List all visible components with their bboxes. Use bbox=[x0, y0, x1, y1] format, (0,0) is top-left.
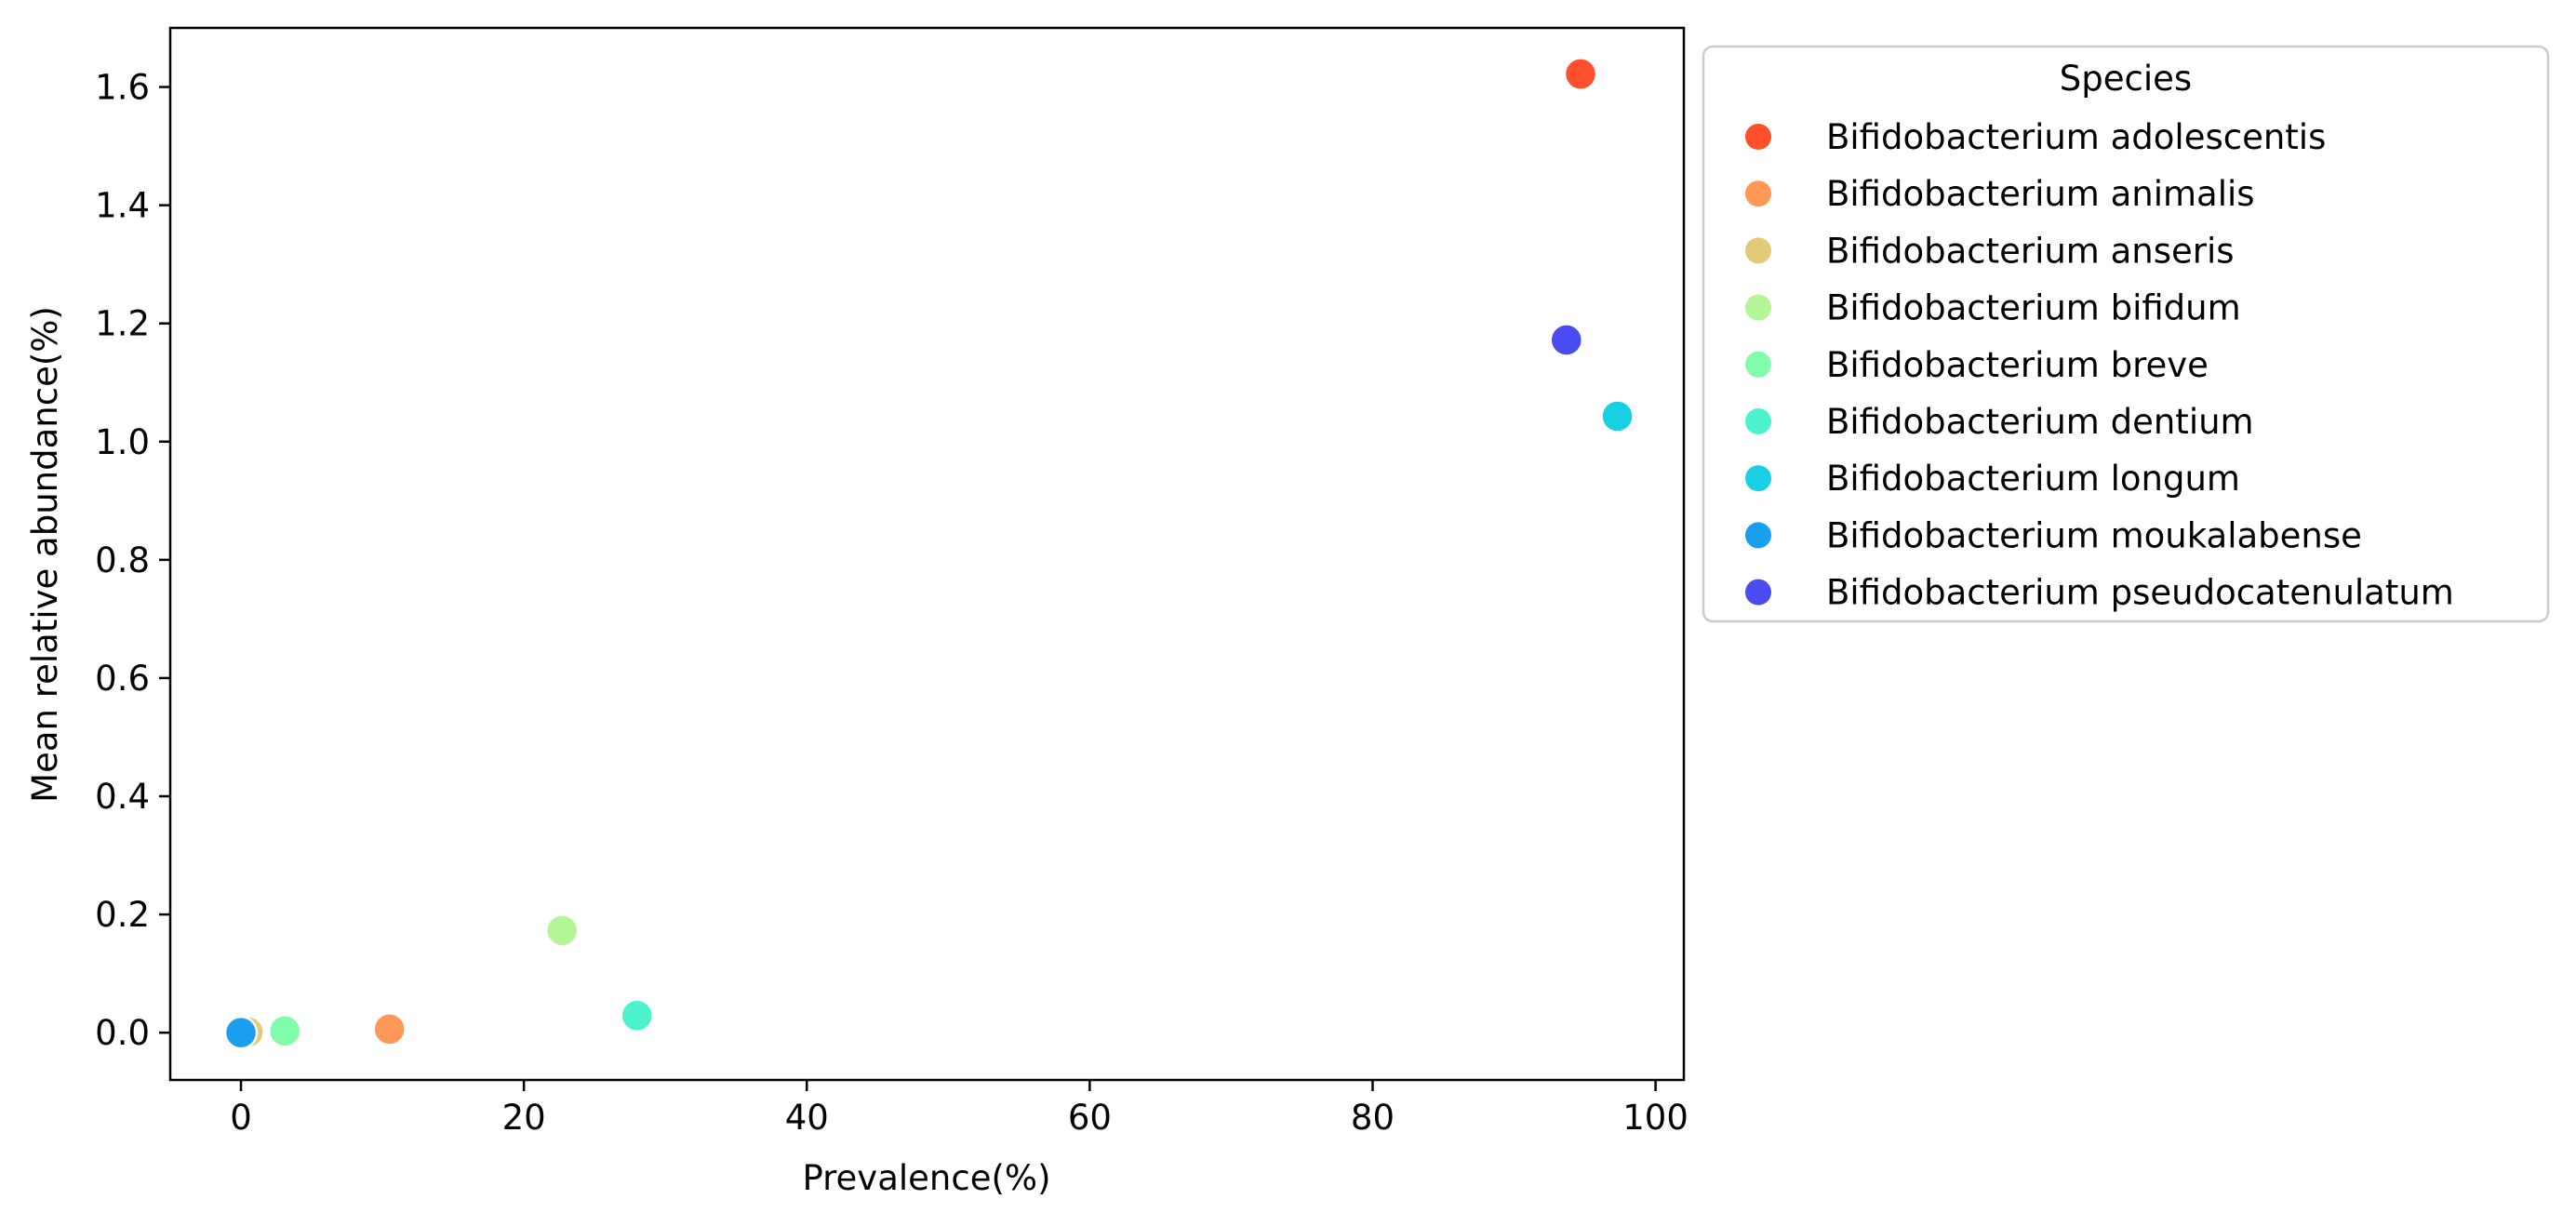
legend-label: Bifidobacterium anseris bbox=[1826, 231, 2235, 271]
legend-item: Bifidobacterium animalis bbox=[1745, 174, 2255, 214]
data-point bbox=[372, 1012, 407, 1046]
legend: Species Bifidobacterium adolescentisBifi… bbox=[1702, 45, 2550, 623]
data-point bbox=[544, 913, 580, 948]
legend-label: Bifidobacterium animalis bbox=[1826, 174, 2255, 214]
legend-marker bbox=[1745, 465, 1771, 492]
legend-label: Bifidobacterium breve bbox=[1826, 345, 2209, 385]
legend-marker bbox=[1745, 294, 1771, 321]
legend-item: Bifidobacterium dentium bbox=[1745, 402, 2254, 442]
legend-item: Bifidobacterium moukalabense bbox=[1745, 515, 2362, 555]
axes-frame bbox=[168, 26, 1686, 1082]
x-tick-label: 80 bbox=[1351, 1098, 1395, 1138]
y-tick-label: 1.4 bbox=[95, 186, 150, 226]
legend-item: Bifidobacterium pseudocatenulatum bbox=[1745, 573, 2454, 613]
legend-marker bbox=[1745, 124, 1771, 150]
plot-background bbox=[170, 28, 1684, 1080]
y-tick-label: 0.4 bbox=[95, 777, 150, 817]
legend-marker bbox=[1745, 180, 1771, 207]
y-tick-label: 0.6 bbox=[95, 659, 150, 699]
x-tick-label: 0 bbox=[230, 1098, 252, 1138]
legend-marker bbox=[1745, 522, 1771, 549]
data-point bbox=[267, 1014, 302, 1048]
data-point bbox=[1549, 323, 1584, 357]
legend-marker bbox=[1745, 351, 1771, 378]
legend-label: Bifidobacterium moukalabense bbox=[1826, 515, 2362, 555]
y-tick-label: 0.0 bbox=[95, 1013, 150, 1053]
legend-marker bbox=[1745, 408, 1771, 434]
data-point bbox=[223, 1015, 259, 1050]
y-tick-label: 1.2 bbox=[95, 304, 150, 344]
data-point bbox=[620, 998, 655, 1033]
legend-label: Bifidobacterium bifidum bbox=[1826, 288, 2241, 328]
y-tick-label: 1.0 bbox=[95, 422, 150, 462]
legend-marker bbox=[1745, 579, 1771, 606]
y-tick-label: 0.8 bbox=[95, 540, 150, 580]
x-tick-label: 60 bbox=[1068, 1098, 1112, 1138]
legend-title: Species bbox=[2060, 59, 2192, 99]
legend-label: Bifidobacterium longum bbox=[1826, 459, 2240, 499]
y-tick-label: 1.6 bbox=[95, 68, 150, 108]
legend-frame bbox=[1702, 45, 2550, 623]
legend-item: Bifidobacterium adolescentis bbox=[1745, 117, 2326, 157]
x-tick-label: 40 bbox=[785, 1098, 829, 1138]
plot-area bbox=[170, 28, 1684, 1080]
data-point bbox=[1600, 399, 1635, 433]
y-tick-label: 0.2 bbox=[95, 895, 150, 935]
legend-items: Bifidobacterium adolescentis Bifidobacter… bbox=[1745, 117, 2454, 613]
legend-label: Bifidobacterium dentium bbox=[1826, 402, 2254, 442]
legend-item: Bifidobacterium breve bbox=[1745, 345, 2209, 385]
data-points bbox=[223, 57, 1635, 1050]
legend-item: Bifidobacterium anseris bbox=[1745, 231, 2235, 271]
data-point bbox=[1563, 57, 1598, 91]
x-axis-label: Prevalence(%) bbox=[802, 1158, 1050, 1198]
legend-marker bbox=[1745, 237, 1771, 264]
axes: 0 20 40 60 80 100 0.0 0.2 0.4 0.6 0.8 1.0 1.2 1.4 1.6 bbox=[95, 26, 1688, 1138]
legend-label: Bifidobacterium pseudocatenulatum bbox=[1826, 573, 2454, 613]
legend-item: Bifidobacterium bifidum bbox=[1745, 288, 2241, 328]
x-tick-label: 100 bbox=[1622, 1098, 1688, 1138]
legend-label: Bifidobacterium adolescentis bbox=[1826, 117, 2326, 157]
legend-item: Bifidobacterium longum bbox=[1745, 459, 2240, 499]
x-tick-label: 20 bbox=[502, 1098, 546, 1138]
y-axis-label: Mean relative abundance(%) bbox=[25, 306, 65, 803]
